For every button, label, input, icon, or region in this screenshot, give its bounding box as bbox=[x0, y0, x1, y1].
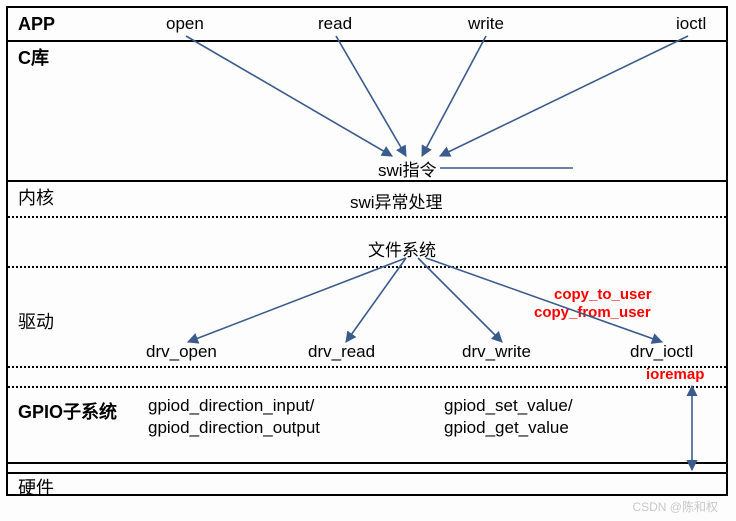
divider bbox=[8, 180, 726, 182]
row-kernel-label: 内核 bbox=[18, 184, 54, 210]
app-read: read bbox=[318, 14, 352, 34]
swi-handler: swi异常处理 bbox=[350, 188, 443, 213]
ioremap-label: ioremap bbox=[646, 366, 704, 383]
drv-open: drv_open bbox=[146, 342, 217, 362]
row-gpio-label: GPIO子系统 bbox=[18, 398, 117, 424]
divider bbox=[8, 472, 726, 474]
gpiod-set-value: gpiod_set_value/ bbox=[444, 396, 573, 416]
watermark: CSDN @陈和权 bbox=[632, 498, 718, 515]
gpiod-direction-output: gpiod_direction_output bbox=[148, 418, 320, 438]
swi-instruction: swi指令 bbox=[378, 156, 437, 181]
app-write: write bbox=[468, 14, 504, 34]
diagram-frame: APP C库 内核 驱动 GPIO子系统 硬件 open read write … bbox=[6, 6, 728, 496]
row-app-label: APP bbox=[18, 14, 55, 35]
filesystem-label: 文件系统 bbox=[368, 236, 436, 261]
app-ioctl: ioctl bbox=[676, 14, 706, 34]
drv-ioctl: drv_ioctl bbox=[630, 342, 693, 362]
gpiod-get-value: gpiod_get_value bbox=[444, 418, 569, 438]
drv-write: drv_write bbox=[462, 342, 531, 362]
drv-read: drv_read bbox=[308, 342, 375, 362]
divider bbox=[8, 462, 726, 464]
divider bbox=[8, 40, 726, 42]
row-driver-label: 驱动 bbox=[18, 308, 54, 334]
copy-from-user-label: copy_from_user bbox=[534, 304, 651, 321]
row-clib-label: C库 bbox=[18, 44, 49, 70]
divider-dotted bbox=[8, 386, 726, 388]
gpiod-direction-input: gpiod_direction_input/ bbox=[148, 396, 314, 416]
row-hw-label: 硬件 bbox=[18, 474, 54, 500]
divider-dotted bbox=[8, 266, 726, 268]
divider-dotted bbox=[8, 366, 726, 368]
divider-dotted bbox=[8, 216, 726, 218]
app-open: open bbox=[166, 14, 204, 34]
copy-to-user-label: copy_to_user bbox=[554, 286, 652, 303]
